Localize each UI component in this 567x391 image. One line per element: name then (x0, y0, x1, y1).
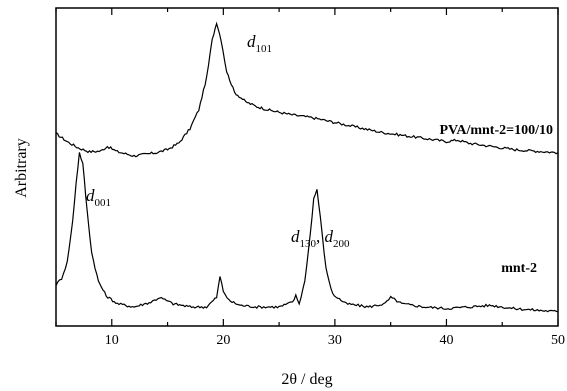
peak-label-d130-d200: d130, d200 (291, 227, 350, 250)
y-axis-title: Arbitrary (13, 138, 30, 198)
peak-label-d101: d101 (247, 32, 272, 55)
peak-label-d200-main: d (325, 227, 334, 246)
peak-label-d001-main: d (86, 186, 95, 205)
series-line-pva (55, 21, 559, 158)
peak-label-d130-main: d (291, 227, 300, 246)
series-line-mnt (55, 152, 559, 313)
series-label-pva: PVA/mnt-2=100/10 (440, 123, 554, 138)
x-tick-labels: 10 20 30 40 50 (105, 333, 565, 348)
plot-frame (55, 7, 559, 327)
peak-label-d101-sub: 101 (256, 43, 273, 55)
peak-label-d130-sub: 130 (300, 238, 317, 250)
x-tick-label-50: 50 (551, 333, 565, 348)
x-tick-label-40: 40 (439, 333, 453, 348)
peak-label-d200-sub: 200 (333, 238, 350, 250)
series-label-mnt: mnt-2 (501, 261, 537, 276)
x-tick-label-10: 10 (105, 333, 119, 348)
x-ticks (55, 8, 559, 326)
x-axis-title: 2θ / deg (281, 371, 332, 388)
x-tick-label-30: 30 (328, 333, 342, 348)
x-tick-label-20: 20 (216, 333, 230, 348)
peak-label-d001-sub: 001 (95, 197, 112, 209)
peak-label-d101-main: d (247, 32, 256, 51)
peak-label-d001: d001 (86, 186, 111, 209)
